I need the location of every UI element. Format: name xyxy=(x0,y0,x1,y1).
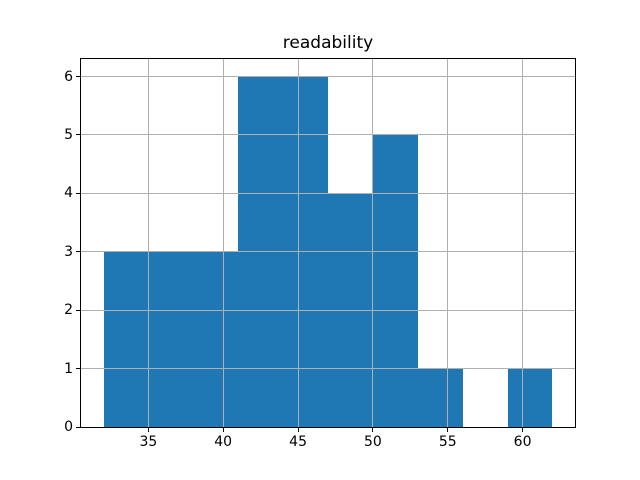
x-tick-mark xyxy=(222,428,224,432)
chart-title: readability xyxy=(282,33,374,53)
gridline-x xyxy=(297,59,299,427)
x-tick-label: 55 xyxy=(438,434,457,450)
plot-area xyxy=(80,58,576,428)
gridline-x xyxy=(372,59,374,427)
histogram-bar xyxy=(417,368,463,427)
x-tick-label: 50 xyxy=(363,434,382,450)
x-tick-label: 35 xyxy=(139,434,158,450)
gridline-y xyxy=(81,76,575,77)
y-tick-mark xyxy=(76,192,80,194)
histogram-bar xyxy=(103,251,149,427)
gridline-x xyxy=(522,59,524,427)
gridline-y xyxy=(81,192,575,194)
y-tick-mark xyxy=(76,309,80,311)
x-tick-mark xyxy=(522,428,524,432)
gridline-x xyxy=(447,59,449,427)
histogram-bar xyxy=(507,368,553,427)
x-tick-label: 40 xyxy=(214,434,233,450)
gridline-y xyxy=(81,309,575,311)
y-tick-label: 6 xyxy=(64,68,73,85)
histogram-bar xyxy=(148,251,194,427)
gridline-y xyxy=(81,134,575,136)
x-tick-mark xyxy=(447,428,449,432)
y-tick-label: 2 xyxy=(64,302,73,319)
y-tick-label: 5 xyxy=(64,126,73,143)
x-tick-label: 60 xyxy=(513,434,532,450)
y-tick-mark xyxy=(76,134,80,136)
y-tick-label: 0 xyxy=(64,419,73,435)
y-tick-mark xyxy=(76,426,80,428)
y-tick-mark xyxy=(76,76,80,77)
histogram-bar xyxy=(372,134,418,427)
x-tick-mark xyxy=(372,428,374,432)
y-tick-mark xyxy=(76,368,80,370)
x-tick-label: 45 xyxy=(289,434,307,450)
y-tick-mark xyxy=(76,251,80,253)
y-tick-label: 1 xyxy=(64,360,73,377)
gridline-x xyxy=(222,59,224,427)
gridline-y xyxy=(81,368,575,370)
gridline-y xyxy=(81,251,575,253)
histogram-bar xyxy=(193,251,239,427)
y-tick-label: 3 xyxy=(64,243,73,260)
gridline-x xyxy=(147,59,149,427)
x-tick-mark xyxy=(297,428,299,432)
x-tick-mark xyxy=(147,428,149,432)
grid-layer xyxy=(81,59,575,427)
y-tick-label: 4 xyxy=(64,185,73,202)
